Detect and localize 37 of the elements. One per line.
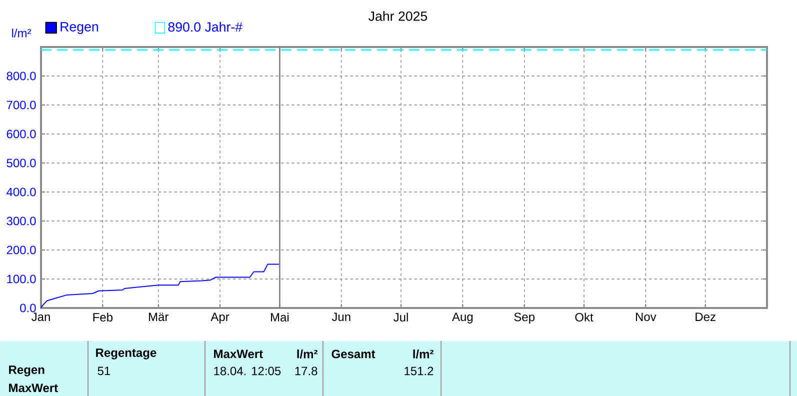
x-tick-label: Jan [32,312,50,322]
x-tick-label: Mai [271,312,289,322]
y-tick-label: 700.0 [6,100,36,110]
y-tick-label: 300.0 [6,216,36,226]
text: 151.2 [404,366,434,376]
legend-label: 890.0 Jahr-# [168,22,242,32]
y-tick-label: 800.0 [6,72,36,80]
x-tick-label: Jun [332,312,350,322]
y-tick-label: 500.0 [6,158,36,168]
y-tick-label: 100.0 [7,274,36,284]
y-axis-title: l/m² [12,28,32,38]
text: MaxWert [9,384,58,392]
legend-label: Regen [60,22,98,34]
x-tick-label: Sep [514,312,535,324]
text: l/m² [297,350,318,358]
x-tick-label: Dez [696,312,716,322]
line-series [40,264,280,308]
x-tick-label: Aug [452,312,473,324]
x-tick-label: Okt [575,312,594,322]
text: Regentage [96,348,156,360]
text: MaxWert [214,350,263,358]
text: 18.04. 12:05 [214,366,281,376]
chart-title: Jahr 2025 [368,11,428,21]
y-tick-label: 600.0 [6,130,36,138]
text: Gesamt [332,350,376,358]
x-tick-label: Nov [636,312,656,322]
x-tick-label: Mär [149,312,168,322]
y-tick-label: 0.0 [20,304,36,312]
text: 17.8 [295,366,318,376]
y-tick-label: 400.0 [6,188,36,196]
x-tick-label: Jul [394,312,408,322]
y-tick-label: 200.0 [6,246,36,254]
x-tick-label: Feb [93,312,113,322]
text: 51 [98,366,110,376]
text: Regen [9,366,44,376]
text: l/m² [413,350,434,358]
x-tick-label: Apr [210,312,230,324]
